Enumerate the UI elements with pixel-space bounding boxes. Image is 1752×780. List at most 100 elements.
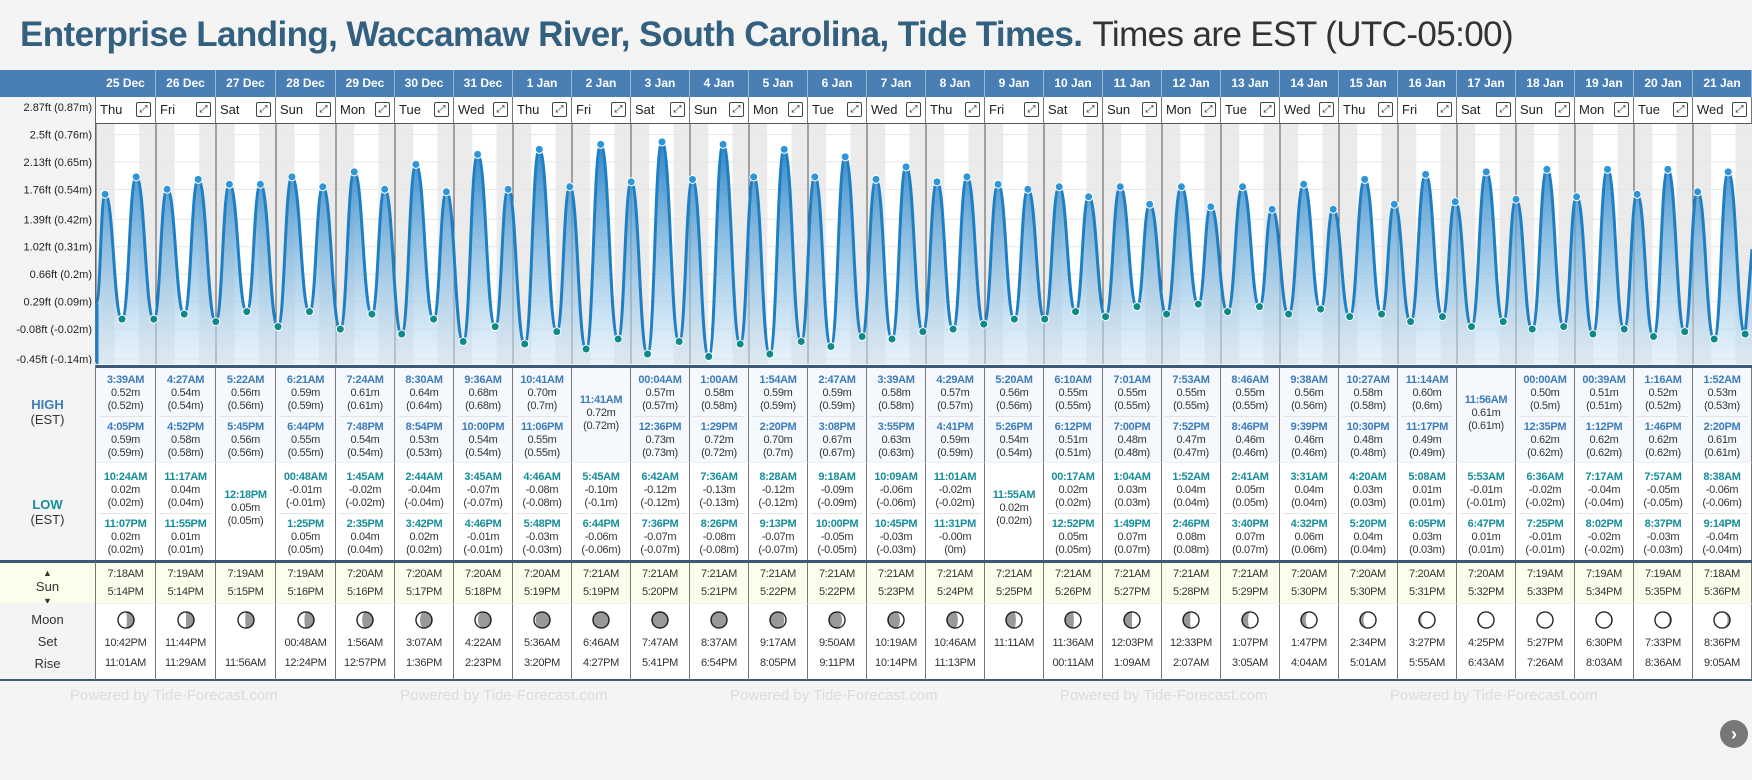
high-tz-label: (EST) (30, 412, 65, 427)
high-tide-height: 0.59m (763, 387, 793, 399)
low-tide-entry: 12:52PM 0.05m (0.05m) (1047, 513, 1099, 557)
high-tide-height: 0.60m (1412, 387, 1442, 399)
expand-arrows-icon[interactable]: ⤢ (552, 102, 567, 117)
low-tide-height: -0.03m (1646, 531, 1680, 543)
expand-arrows-icon[interactable]: ⤢ (256, 102, 271, 117)
low-tide-time: 9:18AM (818, 471, 856, 483)
date-label: 1 Jan (526, 76, 558, 90)
expand-arrows-icon[interactable]: ⤢ (136, 102, 151, 117)
date-label: 10 Jan (1054, 76, 1092, 90)
day-header: Sat ⤢ (1044, 97, 1103, 124)
expand-arrows-icon[interactable]: ⤢ (1673, 102, 1688, 117)
sunset-time: 5:19PM (523, 586, 561, 598)
high-tide-time: 4:41PM (936, 421, 974, 433)
date-header: 29 Dec (336, 70, 395, 97)
low-tide-height-alt: (-0.13m) (699, 497, 739, 509)
date-header: 12 Jan (1162, 70, 1221, 97)
expand-arrows-icon[interactable]: ⤢ (1437, 102, 1452, 117)
y-tick-label: -0.08ft (-0.02m) (16, 324, 92, 336)
high-tide-cell: 10:27AM 0.58m (0.58m) 10:30PM 0.48m (0.48m) (1339, 368, 1398, 462)
moonrise-time: 12:57PM (344, 657, 386, 669)
high-tide-height-alt: (0.47m) (1173, 447, 1209, 459)
high-tide-point (779, 144, 789, 154)
moon-cell: 11:11AM (985, 603, 1044, 681)
high-tide-cell: 6:10AM 0.55m (0.55m) 6:12PM 0.51m (0.51m) (1044, 368, 1103, 462)
sunset-time: 5:24PM (936, 586, 974, 598)
sunrise-time: 7:20AM (1408, 568, 1446, 580)
high-tide-entry: 2:20PM 0.70m (0.7m) (752, 416, 804, 460)
low-tide-point (1588, 329, 1598, 339)
day-header: Tue ⤢ (395, 97, 454, 124)
high-tide-entry: 7:48PM 0.54m (0.54m) (339, 416, 391, 460)
expand-arrows-icon[interactable]: ⤢ (670, 102, 685, 117)
expand-arrows-icon[interactable]: ⤢ (1732, 102, 1747, 117)
expand-arrows-icon[interactable]: ⤢ (316, 102, 331, 117)
high-tide-height-alt: (0.55m) (1114, 400, 1150, 412)
sunrise-time: 7:21AM (818, 568, 856, 580)
expand-arrows-icon[interactable]: ⤢ (1555, 102, 1570, 117)
low-tide-height-alt: (-0.07m) (758, 544, 798, 556)
sunrise-time: 7:18AM (107, 568, 144, 580)
low-tide-cell: 7:17AM -0.04m (-0.04m) 8:02PM -0.02m (-0.02m) (1575, 462, 1634, 560)
low-tide-time: 1:49PM (1113, 518, 1151, 530)
expand-arrows-icon[interactable]: ⤢ (1260, 102, 1275, 117)
expand-arrows-icon[interactable]: ⤢ (434, 102, 449, 117)
low-tide-point (397, 329, 407, 339)
sunset-time: 5:22PM (759, 586, 797, 598)
sunrise-time: 7:20AM (1290, 568, 1328, 580)
low-tide-cell: 00:17AM 0.02m (0.02m) 12:52PM 0.05m (0.05m) (1044, 462, 1103, 560)
moon-cell: 5:27PM 7:26AM (1516, 603, 1575, 681)
expand-arrows-icon[interactable]: ⤢ (1378, 102, 1393, 117)
weekday-label: Tue (399, 102, 421, 117)
expand-arrows-icon[interactable]: ⤢ (493, 102, 508, 117)
moonrise-time: 2:07AM (1172, 657, 1210, 669)
low-tide-height: -0.06m (1705, 484, 1739, 496)
expand-arrows-icon[interactable]: ⤢ (611, 102, 626, 117)
expand-arrows-icon[interactable]: ⤢ (1142, 102, 1157, 117)
high-tide-height-alt: (0.51m) (1586, 400, 1622, 412)
low-tide-entry: 00:48AM -0.01m (-0.01m) (279, 471, 332, 510)
moon-phase-icon (651, 611, 669, 629)
high-tide-point (962, 172, 972, 182)
date-label: 28 Dec (286, 76, 325, 90)
expand-arrows-icon[interactable]: ⤢ (1614, 102, 1629, 117)
high-tide-height-alt: (0.59m) (287, 400, 324, 412)
low-tide-point (490, 322, 500, 332)
low-tide-height-alt: (0.03m) (1350, 497, 1386, 509)
expand-arrows-icon[interactable]: ⤢ (788, 102, 803, 117)
high-tide-height: 0.50m (1530, 387, 1560, 399)
low-tide-height: 0.03m (1353, 484, 1383, 496)
expand-arrows-icon[interactable]: ⤢ (1496, 102, 1511, 117)
low-tide-entry: 11:07PM 0.02m (0.02m) (99, 513, 152, 557)
low-tide-point (643, 349, 652, 359)
expand-arrows-icon[interactable]: ⤢ (1083, 102, 1098, 117)
high-tide-height-alt: (0.7m) (527, 400, 557, 412)
high-tide-point (287, 172, 297, 182)
expand-arrows-icon[interactable]: ⤢ (965, 102, 980, 117)
low-tide-entry: 5:48PM -0.03m (-0.03m) (516, 513, 568, 557)
day-header: Sat ⤢ (216, 97, 276, 124)
low-tide-entry: 9:13PM -0.07m (-0.07m) (752, 513, 804, 557)
expand-arrows-icon[interactable]: ⤢ (1024, 102, 1039, 117)
sun-label: Sun (35, 579, 60, 594)
next-period-button[interactable]: › (1720, 720, 1748, 748)
high-tide-height-alt: (0.62m) (1645, 447, 1681, 459)
high-tide-time: 1:12PM (1585, 421, 1623, 433)
low-tide-height-alt: (-0.06m) (581, 544, 621, 556)
expand-arrows-icon[interactable]: ⤢ (847, 102, 862, 117)
expand-arrows-icon[interactable]: ⤢ (729, 102, 744, 117)
low-tide-height-alt: (0.04m) (167, 497, 204, 509)
expand-arrows-icon[interactable]: ⤢ (196, 102, 211, 117)
low-tide-cell: 11:55AM 0.02m (0.02m) (985, 462, 1044, 560)
low-tide-point (918, 327, 928, 337)
high-tide-point (1206, 202, 1216, 212)
low-tide-time: 11:55AM (992, 489, 1036, 501)
low-tide-time: 6:44PM (582, 518, 620, 530)
day-header: Wed ⤢ (1693, 97, 1752, 124)
expand-arrows-icon[interactable]: ⤢ (1319, 102, 1334, 117)
expand-arrows-icon[interactable]: ⤢ (375, 102, 390, 117)
y-tick-label: 1.76ft (0.54m) (24, 184, 92, 196)
moon-phase-icon (1418, 611, 1436, 629)
expand-arrows-icon[interactable]: ⤢ (906, 102, 921, 117)
expand-arrows-icon[interactable]: ⤢ (1201, 102, 1216, 117)
